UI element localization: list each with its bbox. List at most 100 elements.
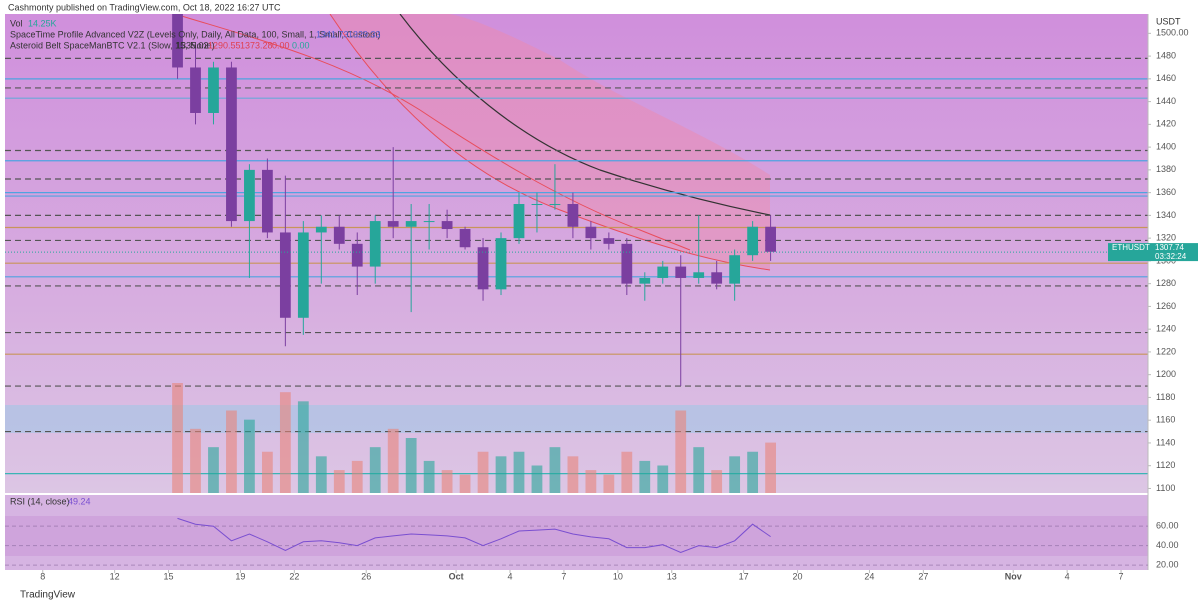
- y-tick-label: 1360: [1156, 187, 1176, 197]
- volume-bar: [387, 428, 399, 493]
- volume-bar: [693, 447, 705, 493]
- candle-body: [172, 14, 183, 68]
- volume-bar: [765, 442, 776, 493]
- candle-body: [244, 169, 255, 222]
- volume-bar: [351, 460, 363, 493]
- candle-body: [765, 226, 776, 252]
- y-tick-label: 1180: [1156, 392, 1175, 402]
- candle-body: [729, 255, 741, 284]
- rsi-tick-label: 40.00: [1156, 540, 1179, 550]
- candle-body: [226, 67, 237, 222]
- volume-bar: [621, 451, 633, 493]
- volume-bar: [279, 392, 291, 493]
- candle-body: [297, 232, 309, 318]
- volume-bar: [477, 451, 489, 493]
- x-tick-label: 22: [289, 571, 299, 581]
- volume-bar: [729, 456, 741, 493]
- zone: [5, 405, 1148, 433]
- volume-bar: [315, 456, 327, 493]
- y-tick-label: 1320: [1156, 233, 1176, 243]
- rsi-band: [5, 516, 1148, 556]
- rsi: 20.00 40.00 60.00: [5, 517, 1179, 570]
- volume-bar: [226, 410, 237, 493]
- belt-band: [330, 14, 770, 270]
- x-tick-label: 10: [613, 571, 623, 581]
- candle-body: [531, 204, 543, 206]
- volume-bar: [441, 470, 453, 493]
- belt-value: 0.00: [292, 40, 310, 50]
- x-tick-label: 13: [667, 571, 677, 581]
- candle-body: [351, 243, 363, 267]
- candle-body: [405, 221, 417, 227]
- y-tick-label: 1480: [1156, 50, 1176, 60]
- x-tick-label: 7: [1119, 571, 1124, 581]
- candle-body: [747, 226, 759, 256]
- countdown-label: 03:32:24: [1155, 252, 1187, 261]
- volume-bar: [190, 428, 201, 493]
- volume-bar: [333, 470, 345, 493]
- y-tick-label: 1380: [1156, 164, 1176, 174]
- profile-value: 1341.73: [316, 29, 349, 39]
- candle-body: [423, 221, 435, 223]
- currency: USDT: [1156, 16, 1181, 26]
- levels: [5, 57, 1148, 475]
- volume-bar: [639, 460, 651, 493]
- header: Cashmonty published on TradingView.com, …: [8, 2, 281, 12]
- candle-body: [585, 226, 597, 239]
- y-tick-label: 1420: [1156, 119, 1176, 129]
- rsi-line: [177, 517, 771, 554]
- x-tick-label: 15: [164, 571, 174, 581]
- volume-bar: [244, 419, 255, 493]
- x-tick-label: 4: [507, 571, 512, 581]
- candle-body: [369, 221, 381, 267]
- candle-body: [693, 272, 705, 278]
- y-tick-label: 1220: [1156, 346, 1176, 356]
- candle-body: [333, 226, 345, 244]
- profile-name: SpaceTime Profile Advanced V2Z (Levels O…: [10, 29, 380, 39]
- y-tick-label: 1500.00: [1156, 28, 1189, 38]
- rsi-tick-label: 60.00: [1156, 521, 1179, 531]
- y-tick-label: 1440: [1156, 96, 1176, 106]
- axes: 1100112011401160118012001220124012601280…: [40, 14, 1189, 581]
- rsi-value: 49.24: [68, 496, 91, 506]
- y-tick-label: 1400: [1156, 141, 1176, 151]
- candle-body: [549, 204, 561, 206]
- volume-bar: [369, 447, 381, 493]
- belt-value: 1290.55: [208, 40, 241, 50]
- last-price-label: 1307.74: [1155, 243, 1184, 252]
- footer: TradingView: [20, 590, 76, 601]
- volume-bar: [513, 451, 525, 493]
- y-tick-label: 1260: [1156, 301, 1176, 311]
- x-tick-label: 24: [864, 571, 874, 581]
- profile-value: 1329.33: [348, 29, 381, 39]
- y-tick-label: 1460: [1156, 73, 1176, 83]
- volume-bar: [297, 401, 309, 493]
- volume-bar: [549, 447, 561, 493]
- volume-bar: [459, 474, 471, 493]
- volume-bar: [585, 470, 597, 493]
- candle-body: [675, 266, 687, 278]
- volume-bar: [495, 456, 507, 493]
- y-tick-label: 1140: [1156, 437, 1175, 447]
- belt-name: Asteroid Belt SpaceManBTC V2.1 (Slow, 15…: [10, 40, 215, 50]
- candle-body: [639, 277, 651, 284]
- x-tick-label: 17: [739, 571, 749, 581]
- candle-body: [567, 204, 579, 227]
- candle-body: [459, 229, 471, 248]
- candle-body: [621, 243, 633, 284]
- volume-bar: [675, 410, 687, 493]
- candles: [172, 14, 776, 387]
- y-tick-label: 1100: [1156, 483, 1175, 493]
- x-tick-label: Nov: [1005, 571, 1022, 581]
- volume-bar: [603, 474, 615, 493]
- belt-value: 1373.28: [240, 40, 273, 50]
- x-tick-label: 20: [793, 571, 803, 581]
- volume-bar: [531, 465, 543, 493]
- x-tick-label: 4: [1065, 571, 1070, 581]
- volume-bar: [567, 456, 579, 493]
- x-tick-label: 26: [361, 571, 371, 581]
- belt-value: 1335.02: [176, 40, 209, 50]
- x-tick-label: 8: [40, 571, 45, 581]
- y-tick-label: 1160: [1156, 415, 1175, 425]
